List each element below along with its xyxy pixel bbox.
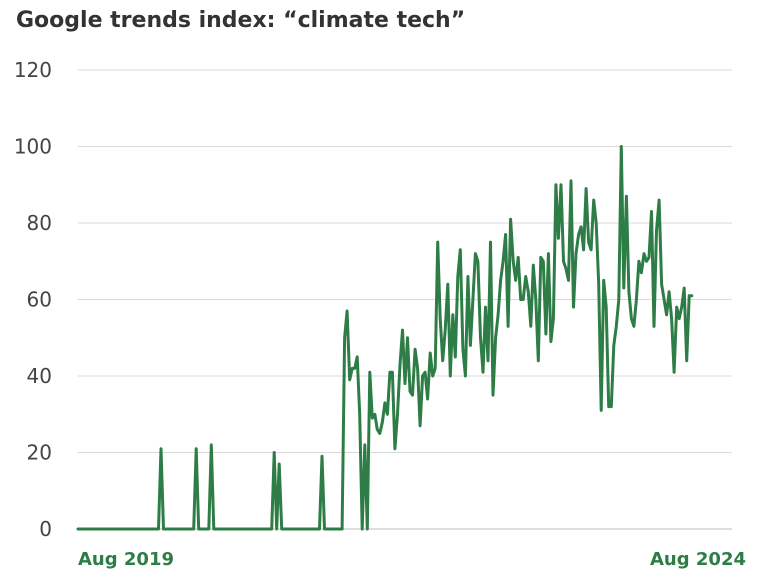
chart-title: Google trends index: “climate tech”	[16, 8, 466, 33]
y-tick-label: 20	[27, 441, 52, 465]
x-axis-ticks: Aug 2019 Aug 2024	[78, 549, 746, 570]
y-tick-label: 40	[27, 364, 52, 388]
y-tick-label: 60	[27, 288, 52, 312]
x-tick-label: Aug 2019	[78, 549, 174, 570]
y-tick-label: 80	[27, 211, 52, 235]
series-line-0	[76, 145, 694, 531]
gridlines	[78, 69, 732, 530]
y-axis-ticks: 0 20 40 60 80 100 120	[14, 58, 52, 541]
x-tick-label: Aug 2024	[650, 549, 746, 570]
y-tick-label: 120	[14, 58, 52, 82]
y-tick-label: 0	[39, 517, 52, 541]
series-lines	[76, 145, 694, 531]
y-tick-label: 100	[14, 135, 52, 159]
